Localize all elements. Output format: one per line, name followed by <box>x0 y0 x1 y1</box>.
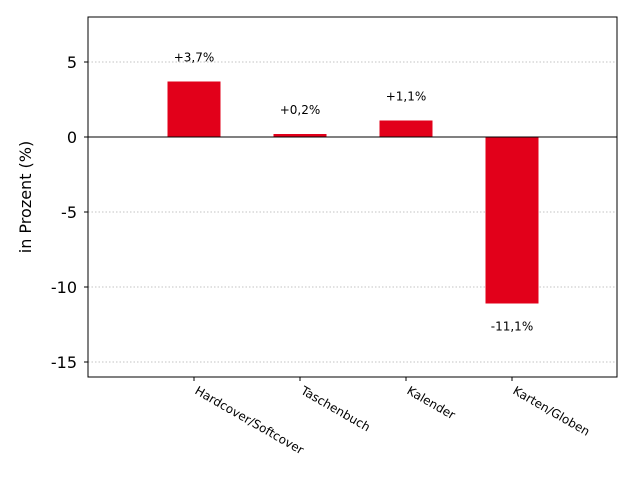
x-tick-label: Taschenbuch <box>298 383 373 434</box>
x-tick-label: Hardcover/Softcover <box>193 383 307 457</box>
y-axis-title: in Prozent (%) <box>16 141 35 253</box>
data-label: +1,1% <box>386 90 427 104</box>
y-tick-label: 0 <box>67 128 77 147</box>
y-tick-label: -10 <box>51 278 77 297</box>
gridlines <box>88 61 617 363</box>
plot-frame <box>87 16 618 378</box>
data-labels: +3,7% +0,2% +1,1% -11,1% <box>174 51 534 334</box>
data-label: -11,1% <box>491 320 533 334</box>
bar <box>485 137 539 304</box>
bar <box>273 134 327 137</box>
y-tick-label: 5 <box>67 53 77 72</box>
y-tick-label: -5 <box>61 203 77 222</box>
bars <box>167 81 539 304</box>
bar <box>379 120 433 137</box>
data-label: +0,2% <box>280 103 321 117</box>
x-tick-label: Kalender <box>405 383 458 422</box>
y-axis-ticks: 5 0 -5 -10 -15 <box>51 53 88 372</box>
x-tick-label: Karten/Globen <box>511 383 593 438</box>
bar <box>167 81 221 137</box>
y-tick-label: -15 <box>51 353 77 372</box>
data-label: +3,7% <box>174 51 215 65</box>
